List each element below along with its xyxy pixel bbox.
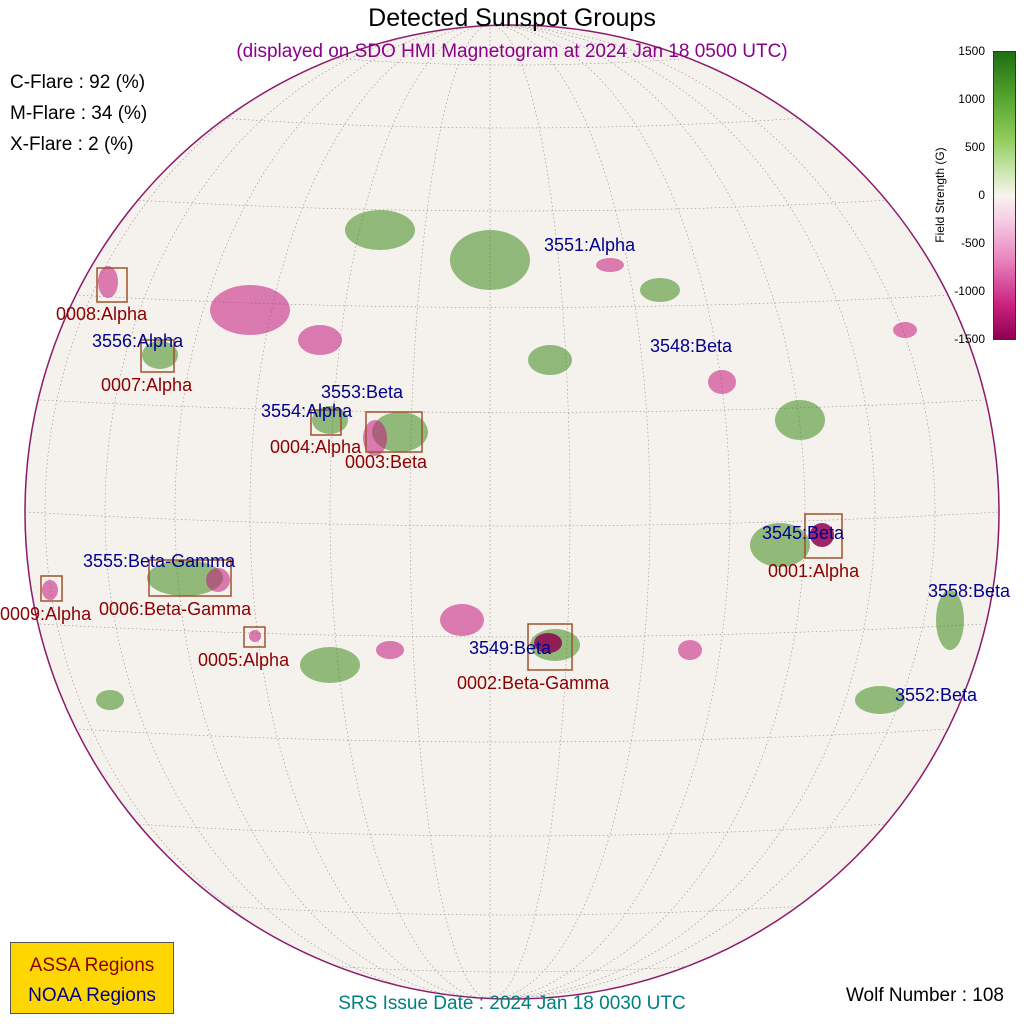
assa-region-label[interactable]: 0002:Beta-Gamma — [457, 673, 610, 693]
noaa-region-label[interactable]: 3551:Alpha — [544, 235, 636, 255]
noaa-region-label[interactable]: 3549:Beta — [469, 638, 552, 658]
noaa-labels: 3551:Alpha 3556:Alpha 3548:Beta 3553:Bet… — [83, 235, 1011, 705]
region-box[interactable] — [140, 339, 175, 373]
assa-region-label[interactable]: 0006:Beta-Gamma — [99, 599, 252, 619]
noaa-region-label[interactable]: 3553:Beta — [321, 382, 404, 402]
colorbar-tick: -1000 — [954, 284, 985, 298]
page-title: Detected Sunspot Groups — [368, 4, 656, 32]
assa-region-label[interactable]: 0001:Alpha — [768, 561, 860, 581]
colorbar-tick: 0 — [978, 188, 985, 202]
wolf-number: Wolf Number : 108 — [845, 985, 1004, 1006]
noaa-region-label[interactable]: 3558:Beta — [928, 581, 1011, 601]
colorbar-tick: 500 — [964, 140, 985, 154]
colorbar-tick: -1500 — [954, 332, 985, 346]
page-subtitle: (displayed on SDO HMI Magnetogram at 202… — [236, 41, 788, 62]
region-box[interactable] — [96, 267, 128, 303]
legend-noaa: NOAA Regions — [28, 985, 156, 1006]
region-legend: ASSA Regions NOAA Regions — [10, 942, 174, 1014]
srs-issue-date: SRS Issue Date : 2024 Jan 18 0030 UTC — [338, 993, 686, 1014]
colorbar-tick: 1500 — [958, 44, 985, 58]
region-box[interactable] — [527, 623, 573, 671]
noaa-region-label[interactable]: 3554:Alpha — [261, 401, 353, 421]
noaa-region-label[interactable]: 3548:Beta — [650, 336, 733, 356]
noaa-region-label[interactable]: 3545:Beta — [762, 523, 845, 543]
c-flare-probability: C-Flare : 92 (%) — [10, 72, 146, 93]
assa-labels: 0008:Alpha 0007:Alpha 0004:Alpha 0003:Be… — [0, 304, 860, 693]
assa-region-label[interactable]: 0009:Alpha — [0, 604, 92, 624]
noaa-region-label[interactable]: 3556:Alpha — [92, 331, 184, 351]
colorbar-label: Field Strength (G) — [933, 147, 947, 243]
region-box[interactable] — [40, 575, 63, 602]
region-boxes — [40, 267, 843, 671]
region-box[interactable] — [243, 626, 266, 648]
region-box[interactable] — [804, 513, 843, 559]
disk-background — [24, 24, 1000, 1000]
assa-region-label[interactable]: 0007:Alpha — [101, 375, 193, 395]
assa-region-label[interactable]: 0003:Beta — [345, 452, 428, 472]
assa-region-label[interactable]: 0008:Alpha — [56, 304, 148, 324]
lat-lon-grid — [25, 25, 999, 999]
legend-assa: ASSA Regions — [29, 955, 155, 976]
assa-region-label[interactable]: 0005:Alpha — [198, 650, 290, 670]
x-flare-probability: X-Flare : 2 (%) — [10, 134, 134, 155]
region-box[interactable] — [148, 559, 232, 597]
magnetic-patches — [42, 210, 964, 714]
region-box[interactable] — [310, 409, 342, 436]
colorbar-tick: -500 — [960, 236, 985, 250]
noaa-region-label[interactable]: 3555:Beta-Gamma — [83, 551, 236, 571]
colorbar — [993, 51, 1016, 340]
colorbar-tick: 1000 — [958, 92, 985, 106]
noaa-region-label[interactable]: 3552:Beta — [895, 685, 978, 705]
m-flare-probability: M-Flare : 34 (%) — [10, 103, 148, 124]
assa-region-label[interactable]: 0004:Alpha — [270, 437, 362, 457]
region-box[interactable] — [365, 411, 423, 453]
